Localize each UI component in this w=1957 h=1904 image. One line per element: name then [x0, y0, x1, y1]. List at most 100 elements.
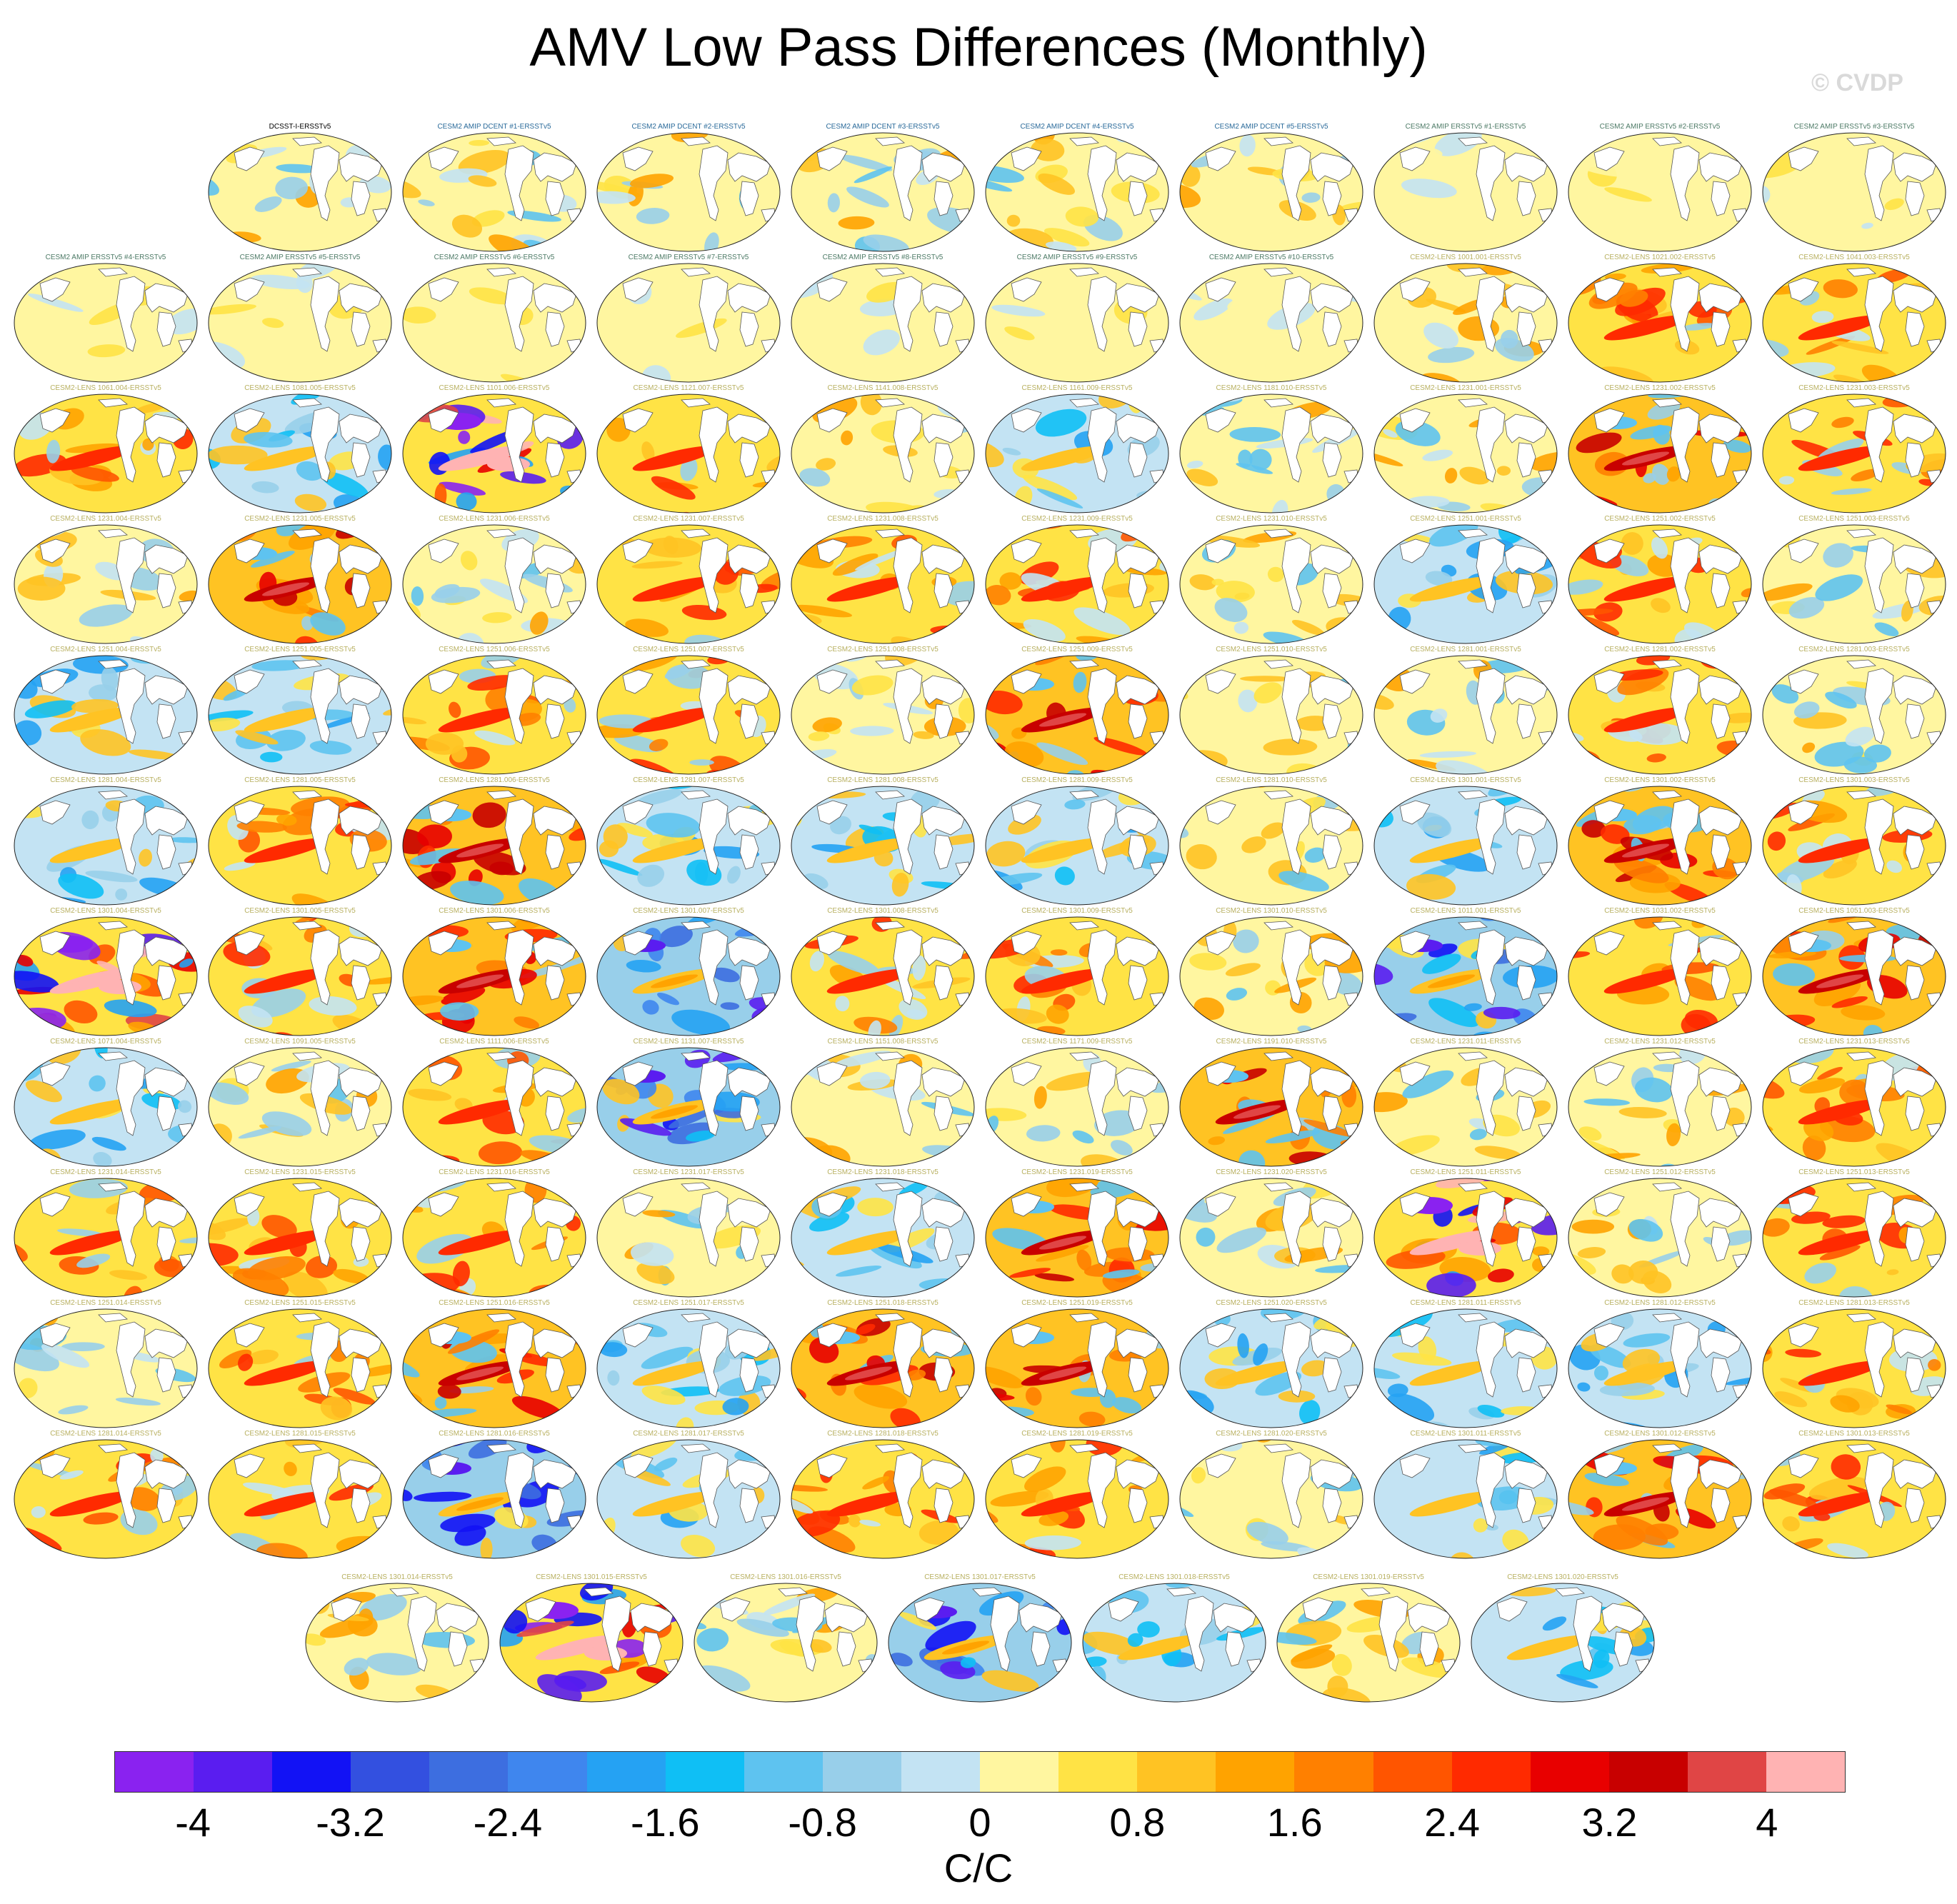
world-map [1373, 1308, 1558, 1428]
panel-label: CESM2-LENS 1301.005-ERSSTv5 [244, 907, 356, 915]
map-panel: DCSST-I-ERSSTv5 [206, 123, 394, 255]
world-map [888, 1583, 1072, 1703]
map-panel: CESM2-LENS 1231.019-ERSSTv5 [983, 1168, 1171, 1301]
colorbar-box [1451, 1752, 1531, 1792]
world-map [596, 1439, 781, 1559]
map-panel: CESM2-LENS 1301.005-ERSSTv5 [206, 907, 394, 1039]
colorbar-box [1687, 1752, 1766, 1792]
world-map [985, 786, 1169, 906]
colorbar-box [980, 1752, 1059, 1792]
panel-label: CESM2-LENS 1251.007-ERSSTv5 [633, 646, 744, 653]
world-map [1568, 1178, 1752, 1298]
panel-label: CESM2-LENS 1231.016-ERSSTv5 [439, 1168, 550, 1176]
map-panel: CESM2-LENS 1301.009-ERSSTv5 [983, 907, 1171, 1039]
map-panel: CESM2-LENS 1281.018-ERSSTv5 [789, 1430, 977, 1562]
map-panel: CESM2 AMIP DCENT #5-ERSSTv5 [1177, 123, 1366, 255]
panel-label: CESM2-LENS 1281.020-ERSSTv5 [1216, 1430, 1327, 1438]
map-panel: CESM2-LENS 1231.005-ERSSTv5 [206, 515, 394, 647]
world-map [14, 655, 198, 775]
map-panel: CESM2-LENS 1281.007-ERSSTv5 [594, 776, 783, 908]
map-panel: CESM2-LENS 1231.004-ERSSTv5 [11, 515, 200, 647]
world-map [596, 524, 781, 644]
map-panel: CESM2-LENS 1281.003-ERSSTv5 [1760, 646, 1948, 778]
world-map [402, 394, 586, 513]
map-panel: CESM2-LENS 1251.020-ERSSTv5 [1177, 1299, 1366, 1431]
panel-label: DCSST-I-ERSSTv5 [269, 123, 331, 131]
panel-label: CESM2-LENS 1251.017-ERSSTv5 [633, 1299, 744, 1307]
map-panel: CESM2-LENS 1251.018-ERSSTv5 [789, 1299, 977, 1431]
map-panel: CESM2-LENS 1301.006-ERSSTv5 [400, 907, 589, 1039]
map-panel: CESM2-LENS 1281.009-ERSSTv5 [983, 776, 1171, 908]
map-panel: CESM2-LENS 1281.016-ERSSTv5 [400, 1430, 589, 1562]
map-panel: CESM2-LENS 1021.002-ERSSTv5 [1566, 254, 1754, 386]
world-map [1373, 916, 1558, 1036]
world-map [791, 916, 975, 1036]
panel-label: CESM2-LENS 1251.014-ERSSTv5 [50, 1299, 161, 1307]
map-panel: CESM2-LENS 1121.007-ERSSTv5 [594, 384, 783, 516]
world-map [499, 1583, 684, 1703]
map-panel: CESM2-LENS 1281.010-ERSSTv5 [1177, 776, 1366, 908]
map-panel: CESM2-LENS 1281.015-ERSSTv5 [206, 1430, 394, 1562]
panel-label: CESM2-LENS 1081.005-ERSSTv5 [244, 384, 356, 392]
panel-label: CESM2-LENS 1251.016-ERSSTv5 [439, 1299, 550, 1307]
map-panel: CESM2-LENS 1251.005-ERSSTv5 [206, 646, 394, 778]
map-panel: CESM2-LENS 1171.009-ERSSTv5 [983, 1038, 1171, 1170]
panel-label: CESM2-LENS 1301.018-ERSSTv5 [1118, 1573, 1230, 1581]
colorbar-box [1373, 1752, 1452, 1792]
world-map [208, 1047, 392, 1167]
map-panel: CESM2-LENS 1101.006-ERSSTv5 [400, 384, 589, 516]
panel-label: CESM2-LENS 1171.009-ERSSTv5 [1021, 1038, 1133, 1046]
panel-label: CESM2-LENS 1301.004-ERSSTv5 [50, 907, 161, 915]
panel-label: CESM2-LENS 1151.008-ERSSTv5 [827, 1038, 939, 1046]
world-map [402, 786, 586, 906]
map-panel: CESM2-LENS 1281.013-ERSSTv5 [1760, 1299, 1948, 1431]
map-panel: CESM2-LENS 1281.005-ERSSTv5 [206, 776, 394, 908]
map-panel: CESM2-LENS 1151.008-ERSSTv5 [789, 1038, 977, 1170]
map-panel: CESM2-LENS 1231.002-ERSSTv5 [1566, 384, 1754, 516]
world-map [1082, 1583, 1266, 1703]
world-map [985, 132, 1169, 252]
world-map [402, 132, 586, 252]
world-map [1471, 1583, 1655, 1703]
world-map [14, 263, 198, 383]
world-map [694, 1583, 878, 1703]
panel-label: CESM2-LENS 1251.001-ERSSTv5 [1410, 515, 1521, 523]
panel-label: CESM2-LENS 1061.004-ERSSTv5 [50, 384, 161, 392]
world-map [1373, 394, 1558, 513]
panel-label: CESM2-LENS 1301.006-ERSSTv5 [439, 907, 550, 915]
map-panel: CESM2-LENS 1251.017-ERSSTv5 [594, 1299, 783, 1431]
map-panel: CESM2-LENS 1011.001-ERSSTv5 [1371, 907, 1560, 1039]
world-map [1179, 524, 1363, 644]
panel-label: CESM2-LENS 1231.001-ERSSTv5 [1410, 384, 1521, 392]
panel-label: CESM2-LENS 1281.005-ERSSTv5 [244, 776, 356, 784]
world-map [208, 916, 392, 1036]
panel-label: CESM2-LENS 1251.011-ERSSTv5 [1410, 1168, 1521, 1176]
world-map [1373, 132, 1558, 252]
panel-label: CESM2-LENS 1231.020-ERSSTv5 [1216, 1168, 1327, 1176]
world-map [1179, 1178, 1363, 1298]
map-panel: CESM2-LENS 1281.006-ERSSTv5 [400, 776, 589, 908]
map-panel: CESM2-LENS 1251.015-ERSSTv5 [206, 1299, 394, 1431]
panel-label: CESM2-LENS 1231.017-ERSSTv5 [633, 1168, 744, 1176]
map-panel: CESM2-LENS 1251.004-ERSSTv5 [11, 646, 200, 778]
world-map [1373, 655, 1558, 775]
panel-label: CESM2-LENS 1281.018-ERSSTv5 [827, 1430, 939, 1438]
map-panel: CESM2-LENS 1301.010-ERSSTv5 [1177, 907, 1366, 1039]
world-map [1762, 1047, 1946, 1167]
world-map [1179, 655, 1363, 775]
world-map [1762, 655, 1946, 775]
colorbar-units: C/C [944, 1845, 1013, 1890]
panel-label: CESM2-LENS 1301.001-ERSSTv5 [1410, 776, 1521, 784]
map-panel: CESM2-LENS 1281.008-ERSSTv5 [789, 776, 977, 908]
map-panel: CESM2-LENS 1181.010-ERSSTv5 [1177, 384, 1366, 516]
map-panel: CESM2-LENS 1301.004-ERSSTv5 [11, 907, 200, 1039]
map-panel: CESM2 AMIP ERSSTv5 #1-ERSSTv5 [1371, 123, 1560, 255]
map-panel: CESM2-LENS 1281.001-ERSSTv5 [1371, 646, 1560, 778]
colorbar-box [272, 1752, 351, 1792]
map-panel: CESM2-LENS 1231.008-ERSSTv5 [789, 515, 977, 647]
world-map [14, 394, 198, 513]
map-panel: CESM2 AMIP DCENT #2-ERSSTv5 [594, 123, 783, 255]
panel-label: CESM2-LENS 1301.013-ERSSTv5 [1798, 1430, 1910, 1438]
colorbar-tick-label: 2.4 [1424, 1800, 1481, 1845]
panel-label: CESM2-LENS 1301.010-ERSSTv5 [1216, 907, 1327, 915]
